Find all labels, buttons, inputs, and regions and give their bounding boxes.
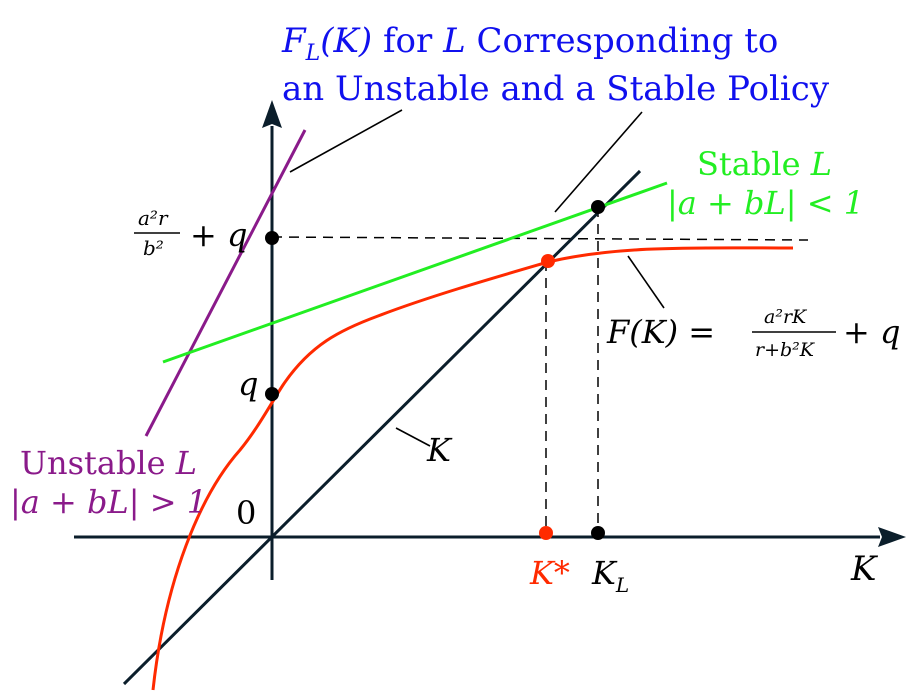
- axes: [74, 100, 906, 580]
- k-l-label: KL: [591, 554, 629, 597]
- k-l-axis-point: [591, 526, 605, 540]
- unstable-label: Unstable L |a + bL| > 1: [10, 444, 207, 521]
- formula-denominator: r+b²K: [755, 339, 816, 361]
- title-callout-stable: [554, 111, 643, 213]
- curve-callout: [627, 255, 665, 309]
- y-axis-labels: a²r b² + q q 0: [134, 206, 258, 532]
- title: FL(K) for L Corresponding to an Unstable…: [281, 21, 830, 109]
- unstable-label-line-2: |a + bL| > 1: [10, 483, 207, 521]
- points: [265, 200, 605, 540]
- title-callout-unstable: [289, 109, 403, 173]
- level-point: [265, 231, 279, 245]
- unstable-line: [144, 129, 307, 437]
- guide-lines: [271, 207, 809, 533]
- f-of-k-curve: [151, 246, 794, 691]
- k-l-intersection-point: [591, 200, 605, 214]
- stable-label-line-2: |a + bL| < 1: [667, 184, 864, 222]
- title-line-2: an Unstable and a Stable Policy: [282, 69, 830, 109]
- origin-label: 0: [236, 494, 256, 532]
- q-point: [265, 387, 279, 401]
- diagonal-k-label: K: [426, 431, 453, 469]
- formula-plus-q: + q: [843, 313, 900, 351]
- f-of-k-formula: F(K) = a²rK r+b²K + q: [606, 306, 900, 361]
- k-star-axis-point: [539, 526, 553, 540]
- formula-lhs: F(K) =: [606, 313, 715, 351]
- unstable-label-line-1: Unstable L: [20, 444, 197, 482]
- q-label: q: [238, 365, 258, 403]
- k-star-label: K*: [529, 554, 570, 592]
- x-axis-label: K: [850, 549, 879, 589]
- stable-label-line-1: Stable L: [697, 145, 832, 183]
- stable-line: [162, 181, 668, 364]
- k-star-intersection-point: [541, 254, 555, 268]
- level-dashed-line: [271, 236, 809, 241]
- level-plus-q: + q: [190, 216, 247, 254]
- y-axis-arrow-icon: [262, 100, 282, 128]
- level-numerator: a²r: [138, 206, 169, 230]
- title-line-1: FL(K) for L Corresponding to: [281, 21, 778, 66]
- x-axis-arrow-icon: [878, 527, 906, 547]
- stable-label: Stable L |a + bL| < 1: [667, 145, 864, 222]
- level-denominator: b²: [143, 236, 164, 260]
- diagonal-line: [122, 169, 642, 686]
- formula-numerator: a²rK: [764, 306, 808, 328]
- diagonal-callout: [395, 427, 431, 447]
